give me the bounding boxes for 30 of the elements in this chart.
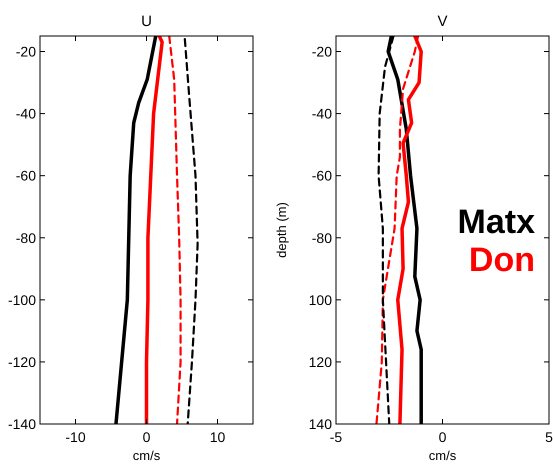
y-tick-label: -140 bbox=[8, 416, 36, 432]
y-tick-label: -120 bbox=[8, 354, 36, 370]
y-tick-label: -80 bbox=[312, 230, 332, 246]
y-tick-label: -80 bbox=[16, 230, 36, 246]
x-tick-label: 0 bbox=[438, 429, 447, 445]
x-tick-label: -10 bbox=[65, 429, 86, 445]
series-label: Don bbox=[468, 241, 535, 279]
y-tick-label: -40 bbox=[312, 106, 332, 122]
x-tick-label: 10 bbox=[210, 429, 226, 445]
x-tick-label: 0 bbox=[142, 429, 151, 445]
line-series bbox=[375, 36, 420, 424]
y-tick-label: 140 bbox=[308, 416, 332, 432]
y-tick-label: 100 bbox=[308, 292, 332, 308]
x-tick-label: 5 bbox=[545, 429, 553, 445]
y-tick-label: -20 bbox=[16, 44, 36, 60]
y-tick-label: -60 bbox=[16, 168, 36, 184]
y-tick-label: -100 bbox=[8, 292, 36, 308]
chart-title: U bbox=[141, 13, 152, 30]
y-tick-label: -40 bbox=[16, 106, 36, 122]
chart-title: V bbox=[437, 13, 448, 30]
line-series bbox=[168, 36, 182, 424]
legend-label: Matx bbox=[458, 203, 536, 241]
x-tick-label: -5 bbox=[330, 429, 342, 445]
line-series bbox=[144, 36, 164, 424]
x-axis-title: cm/s bbox=[132, 448, 161, 463]
y-tick-label: -20 bbox=[312, 44, 332, 60]
y-axis-title: depth (m) bbox=[274, 202, 289, 258]
y-tick-label: -60 bbox=[312, 168, 332, 184]
y-tick-label: 120 bbox=[308, 354, 332, 370]
x-axis-title: cm/s bbox=[428, 448, 457, 463]
